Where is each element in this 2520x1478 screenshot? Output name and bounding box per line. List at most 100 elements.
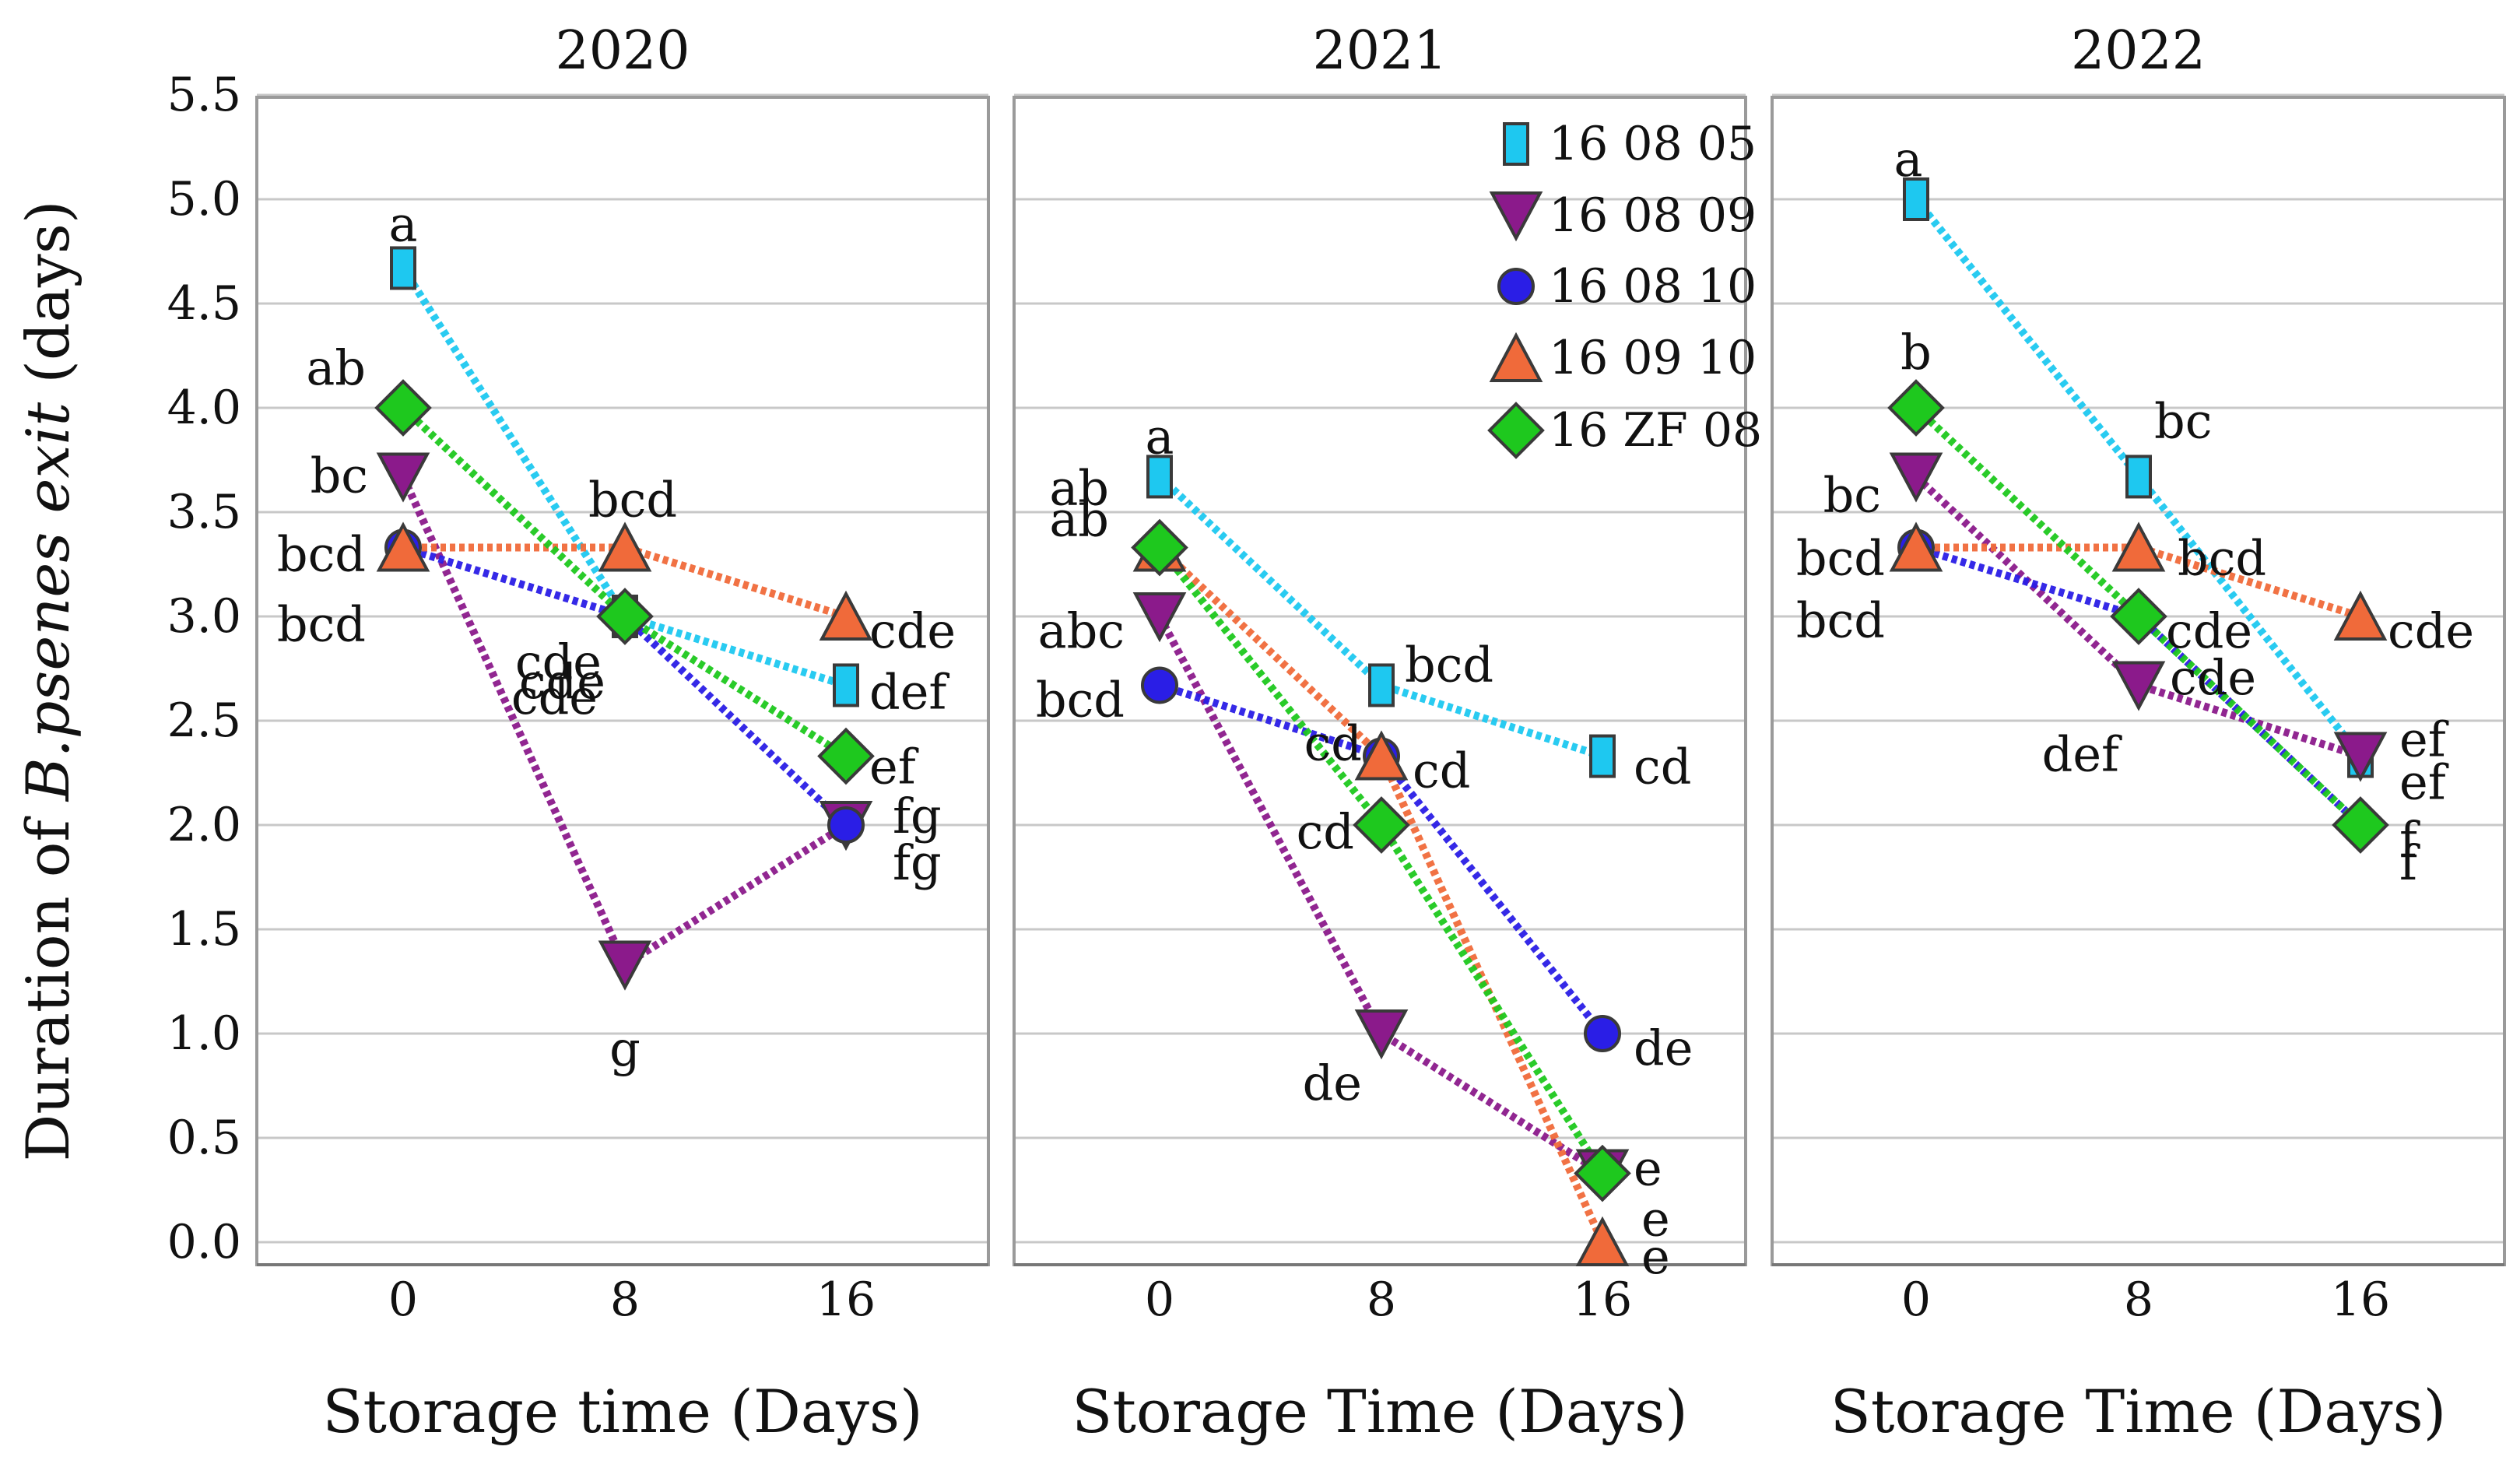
significance-letter: cde [2166,602,2252,659]
significance-letter: e [1634,1140,1662,1197]
x-tick-label: 16 [816,1273,876,1327]
legend-label: 16 09 10 [1549,331,1757,385]
x-axis-label: Storage time (Days) [322,1377,922,1446]
x-tick-label: 0 [1901,1273,1931,1327]
data-point-16-08-10 [1584,1015,1621,1052]
significance-letter: def [2042,725,2122,782]
y-axis-label-suffix: (days) [13,200,82,402]
data-point-16-08-09 [1354,1009,1409,1060]
legend-item-16-08-10: 16 08 10 [1497,259,1757,314]
data-point-16-08-05 [833,663,859,707]
y-tick-label: 2.0 [167,798,241,852]
legend-item-16-ZF-08: 16 ZF 08 [1487,402,1762,459]
significance-letter: f [2399,811,2420,868]
legend-label: 16 08 10 [1549,259,1757,314]
series-line-16-08-05 [1156,473,1604,760]
significance-letter: bcd [1405,636,1493,693]
significance-letter: de [1634,1020,1693,1076]
legend-marker [1489,191,1543,242]
significance-letter: bcd [1796,530,1885,587]
y-tick-label: 1.0 [167,1006,241,1061]
significance-letter: ab [1049,460,1109,517]
data-point-16-ZF-08 [2332,796,2389,854]
significance-letter: de [1303,1055,1362,1111]
significance-letter: ef [2399,754,2449,811]
data-point-16-08-05 [1146,455,1173,499]
significance-letter: e [1641,1228,1670,1285]
significance-letter: a [1146,408,1174,465]
legend-label: 16 08 09 [1549,188,1757,243]
y-tick-label: 4.0 [167,381,241,435]
data-point-16-ZF-08 [596,588,654,645]
series-line-16-08-09 [1913,473,2362,760]
significance-letter: bc [1823,466,1881,523]
data-point-16-08-05 [1589,734,1616,778]
data-point-16-08-09 [2111,661,2166,711]
y-tick-label: 3.0 [167,589,241,644]
legend-marker [1487,402,1545,459]
data-point-16-ZF-08 [1353,796,1410,854]
significance-letter: cde [2170,649,2256,706]
y-tick-label: 5.5 [167,68,241,122]
legend: 16 08 05 16 08 09 16 08 10 16 09 10 16 ZF 08 [1487,117,1762,459]
x-tick-label: 16 [2331,1273,2390,1327]
data-point-16-ZF-08 [1887,379,1945,437]
significance-letter: a [389,195,418,252]
y-axis-label-species: B.psenes exit [13,402,82,802]
significance-letter: bcd [277,596,366,653]
legend-marker [1497,268,1535,305]
significance-letter: cd [1304,715,1362,772]
significance-letter: fg [893,788,942,844]
significance-letter: cd [1297,803,1354,860]
y-tick-label: 0.0 [167,1215,241,1269]
data-point-16-ZF-08 [1574,1144,1631,1202]
significance-letter: bcd [1036,671,1125,728]
panel-title: 2020 [555,20,690,82]
legend-marker [1489,332,1543,382]
data-point-16-09-10 [2111,521,2166,572]
significance-letter: ab [1049,491,1109,548]
significance-letter: def [869,663,949,720]
data-point-16-08-09 [376,452,430,503]
series-line-16-09-10 [1916,543,2362,620]
y-axis-label-prefix: Duration of [13,801,82,1161]
significance-letter: g [609,1021,641,1078]
data-point-16-08-05 [390,246,416,290]
legend-item-16-08-05: 16 08 05 [1503,117,1757,171]
significance-letter: fg [893,834,942,891]
data-point-16-09-10 [2333,590,2388,641]
significance-letter: cde [869,602,956,659]
data-point-16-08-09 [1132,592,1187,643]
y-tick-label: 1.5 [167,902,241,957]
significance-letter: a [1894,131,1923,188]
x-tick-label: 0 [1145,1273,1174,1327]
series-line-16-ZF-08 [1913,405,2364,828]
significance-letter: bcd [588,472,677,528]
series-line-16-ZF-08 [1156,545,1606,1176]
data-point-16-ZF-08 [1131,518,1188,577]
data-point-16-ZF-08 [817,727,875,785]
x-tick-label: 8 [2124,1273,2153,1327]
data-point-16-09-10 [1889,521,1943,572]
significance-letter: cde [511,669,598,725]
data-point-16-09-10 [819,590,873,641]
x-tick-label: 0 [388,1273,418,1327]
y-tick-label: 4.5 [167,276,241,331]
series-line-16-08-10 [1158,681,1606,1037]
significance-letter: cde [519,653,605,710]
significance-letter: bcd [1796,592,1885,649]
significance-letter: ef [2399,711,2449,768]
data-point-16-ZF-08 [2110,588,2167,645]
series-line-16-08-09 [1156,614,1605,1177]
panel-title: 2022 [2071,20,2206,82]
data-point-16-08-05 [2125,455,2152,499]
data-point-16-09-10 [376,521,430,572]
significance-letter: cde [2388,602,2474,659]
y-tick-label: 2.5 [167,693,241,748]
legend-item-16-09-10: 16 09 10 [1489,331,1757,385]
significance-letter: cd [1634,739,1691,795]
